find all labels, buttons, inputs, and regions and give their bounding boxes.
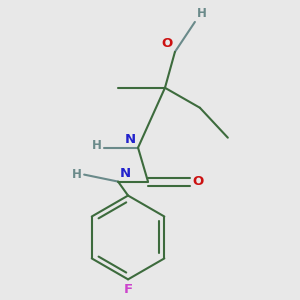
Text: N: N bbox=[120, 167, 131, 180]
Text: F: F bbox=[124, 284, 133, 296]
Text: H: H bbox=[72, 168, 82, 181]
Text: N: N bbox=[125, 133, 136, 146]
Text: H: H bbox=[92, 139, 102, 152]
Text: O: O bbox=[162, 37, 173, 50]
Text: O: O bbox=[192, 175, 203, 188]
Text: H: H bbox=[197, 7, 207, 20]
